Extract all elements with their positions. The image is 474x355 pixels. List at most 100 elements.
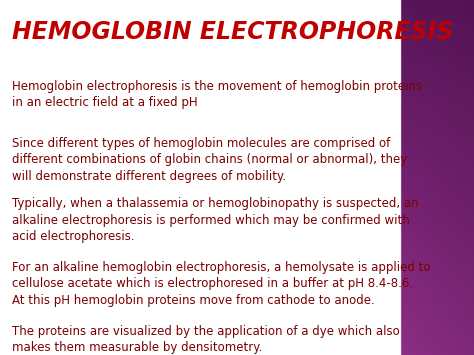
Text: Since different types of hemoglobin molecules are comprised of
different combina: Since different types of hemoglobin mole… [12, 137, 407, 183]
Bar [401, 241, 474, 245]
Bar [401, 248, 474, 252]
Bar [401, 85, 474, 89]
Bar [435, 0, 436, 355]
Bar [455, 0, 456, 355]
Bar [407, 0, 408, 355]
Text: Typically, when a thalassemia or hemoglobinopathy is suspected, an
alkaline elec: Typically, when a thalassemia or hemoglo… [12, 197, 419, 243]
Bar [404, 0, 405, 355]
Bar [401, 334, 474, 337]
Bar [401, 163, 474, 167]
Bar [401, 284, 474, 288]
Bar [401, 32, 474, 36]
Bar [438, 0, 440, 355]
Bar [432, 0, 434, 355]
Bar [465, 0, 466, 355]
Bar [401, 25, 474, 28]
Bar [401, 192, 474, 195]
Bar [437, 0, 438, 355]
Bar [452, 0, 453, 355]
Bar [401, 131, 474, 135]
Bar [458, 0, 459, 355]
Bar [401, 67, 474, 71]
Bar [409, 0, 410, 355]
Bar [466, 0, 468, 355]
Bar [459, 0, 461, 355]
Bar [401, 156, 474, 160]
Bar [443, 0, 445, 355]
Bar [405, 0, 407, 355]
Bar [401, 71, 474, 75]
Bar [401, 302, 474, 305]
Bar [401, 78, 474, 82]
Bar [401, 89, 474, 92]
Bar [410, 0, 411, 355]
Bar [401, 124, 474, 128]
Bar [417, 0, 418, 355]
Bar [401, 245, 474, 248]
Bar [420, 0, 421, 355]
Bar [401, 170, 474, 174]
Bar [401, 330, 474, 334]
Bar [472, 0, 473, 355]
Bar [401, 206, 474, 209]
Bar [431, 0, 432, 355]
Bar [401, 142, 474, 146]
Bar [464, 0, 465, 355]
Bar [401, 53, 474, 57]
Bar [401, 280, 474, 284]
Bar [442, 0, 443, 355]
Bar [401, 146, 474, 149]
Bar [415, 0, 417, 355]
Bar [401, 209, 474, 213]
Bar [401, 256, 474, 259]
Bar [418, 0, 419, 355]
Bar [401, 36, 474, 39]
Bar [401, 238, 474, 241]
Bar [401, 138, 474, 142]
Bar [401, 199, 474, 202]
Bar [457, 0, 458, 355]
Bar [401, 39, 474, 43]
Bar [401, 224, 474, 227]
Bar [401, 252, 474, 256]
Bar [401, 231, 474, 234]
Bar [401, 312, 474, 316]
Bar [456, 0, 457, 355]
Bar [401, 153, 474, 156]
Bar [449, 0, 451, 355]
Bar [401, 213, 474, 217]
Bar [401, 0, 474, 4]
Bar [401, 344, 474, 348]
Bar [401, 7, 474, 11]
Bar [401, 217, 474, 220]
Bar [401, 273, 474, 277]
Bar [401, 11, 474, 14]
Bar [453, 0, 455, 355]
Bar [401, 99, 474, 103]
Bar [401, 114, 474, 117]
Bar [401, 4, 474, 7]
Bar [401, 96, 474, 99]
Bar [401, 160, 474, 163]
Bar [401, 227, 474, 231]
Bar [401, 0, 402, 355]
Bar [403, 0, 404, 355]
Bar [419, 0, 420, 355]
Bar [401, 266, 474, 270]
Bar [401, 295, 474, 298]
Bar [401, 181, 474, 185]
Bar [414, 0, 415, 355]
Bar [401, 121, 474, 124]
Bar [401, 291, 474, 295]
Bar [470, 0, 472, 355]
Text: HEMOGLOBIN ELECTROPHORESIS: HEMOGLOBIN ELECTROPHORESIS [12, 20, 453, 44]
Bar [411, 0, 413, 355]
Bar [401, 21, 474, 25]
Bar [401, 75, 474, 78]
Bar [401, 309, 474, 312]
Bar [401, 46, 474, 50]
Bar [448, 0, 449, 355]
Text: The proteins are visualized by the application of a dye which also
makes them me: The proteins are visualized by the appli… [12, 325, 400, 354]
Bar [401, 106, 474, 110]
Bar [462, 0, 463, 355]
